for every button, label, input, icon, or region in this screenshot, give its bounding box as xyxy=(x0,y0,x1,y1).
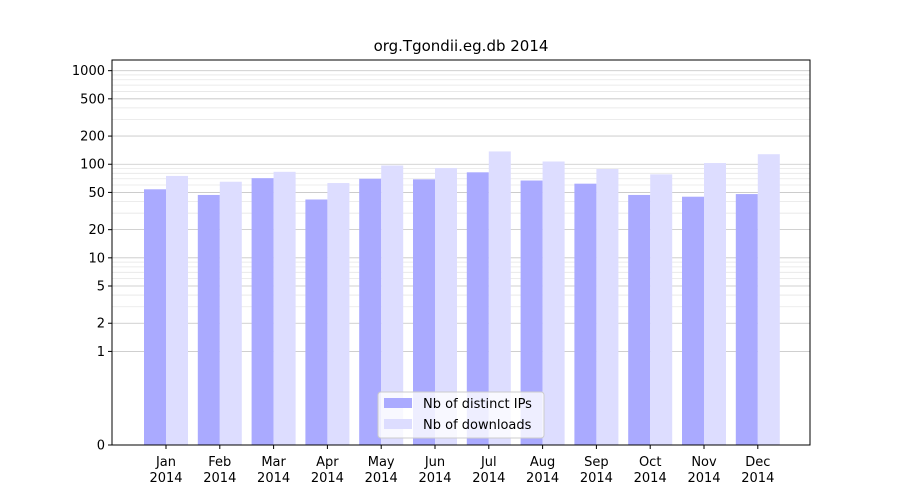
x-tick-label-year: 2014 xyxy=(203,471,236,486)
x-tick-label-month: Apr xyxy=(316,455,339,470)
x-tick-label-month: Feb xyxy=(208,455,231,470)
y-tick-label: 1000 xyxy=(72,64,105,79)
x-tick-label-month: Jun xyxy=(424,455,445,470)
bar-downloads xyxy=(757,154,780,446)
bar-distinct-ips xyxy=(466,172,489,446)
y-axis: 0 1 2 5 10 20 50 100 200 500 1000 xyxy=(72,64,112,454)
y-tick-label: 20 xyxy=(88,223,105,238)
legend-label-distinct-ips: Nb of distinct IPs xyxy=(423,397,532,412)
x-tick-label-month: Aug xyxy=(530,455,555,470)
x-tick-label-year: 2014 xyxy=(365,471,398,486)
bar-distinct-ips xyxy=(251,178,274,445)
y-tick-label: 500 xyxy=(80,92,105,107)
x-tick-label-month: Jul xyxy=(480,455,497,470)
bar-distinct-ips xyxy=(305,199,328,445)
x-axis: Jan2014Feb2014Mar2014Apr2014May2014Jun20… xyxy=(149,445,774,486)
x-tick-label-year: 2014 xyxy=(149,471,182,486)
bar-downloads xyxy=(542,161,565,445)
bar-downloads xyxy=(273,171,296,445)
x-tick-label-year: 2014 xyxy=(472,471,505,486)
x-tick-label-month: Jan xyxy=(155,455,176,470)
bar-downloads xyxy=(488,151,511,446)
x-tick-label-month: Oct xyxy=(639,455,661,470)
x-tick-label-month: May xyxy=(368,455,395,470)
bar-downloads xyxy=(166,175,188,445)
x-tick-label-year: 2014 xyxy=(634,471,667,486)
bar-distinct-ips xyxy=(359,178,382,446)
bar-distinct-ips xyxy=(735,194,758,445)
y-tick-label: 5 xyxy=(97,280,105,295)
bar-downloads xyxy=(219,181,242,446)
y-tick-label: 1 xyxy=(97,345,105,360)
x-tick-label-month: Nov xyxy=(691,455,717,470)
bar-downloads xyxy=(435,168,457,445)
bar-distinct-ips xyxy=(520,180,543,446)
x-tick-label-year: 2014 xyxy=(580,471,613,486)
bar-distinct-ips xyxy=(197,194,220,445)
bar-distinct-ips xyxy=(628,194,651,445)
bar-downloads xyxy=(704,163,726,445)
plot-frame xyxy=(111,59,811,446)
x-tick-label-year: 2014 xyxy=(311,471,344,486)
x-tick-label-year: 2014 xyxy=(687,471,720,486)
y-tick-label: 50 xyxy=(88,186,105,201)
x-tick-label-year: 2014 xyxy=(741,471,774,486)
bars xyxy=(144,151,780,446)
legend: Nb of distinct IPs Nb of downloads xyxy=(377,391,545,439)
bar-distinct-ips xyxy=(413,179,435,445)
chart-title: org.Tgondii.eg.db 2014 xyxy=(374,37,549,55)
x-tick-label-month: Mar xyxy=(261,455,286,470)
bar-downloads xyxy=(327,183,350,446)
y-tick-label: 0 xyxy=(97,439,105,454)
y-tick-label: 2 xyxy=(97,317,105,332)
bar-downloads xyxy=(596,168,619,445)
x-tick-label-year: 2014 xyxy=(257,471,290,486)
bar-distinct-ips xyxy=(682,196,704,445)
y-tick-label: 200 xyxy=(80,130,105,145)
bar-downloads xyxy=(650,174,673,445)
y-tick-label: 10 xyxy=(88,251,105,266)
x-tick-label-year: 2014 xyxy=(418,471,451,486)
legend-label-downloads: Nb of downloads xyxy=(423,418,532,433)
bar-downloads xyxy=(381,165,404,446)
x-tick-label-year: 2014 xyxy=(526,471,559,486)
legend-swatch-downloads xyxy=(384,419,412,429)
x-tick-label-month: Sep xyxy=(584,455,609,470)
x-tick-label-month: Dec xyxy=(745,455,770,470)
y-tick-label: 100 xyxy=(80,158,105,173)
legend-swatch-distinct-ips xyxy=(384,398,412,408)
bar-distinct-ips xyxy=(574,183,597,445)
bar-distinct-ips xyxy=(144,189,166,445)
legend-frame xyxy=(377,391,545,439)
